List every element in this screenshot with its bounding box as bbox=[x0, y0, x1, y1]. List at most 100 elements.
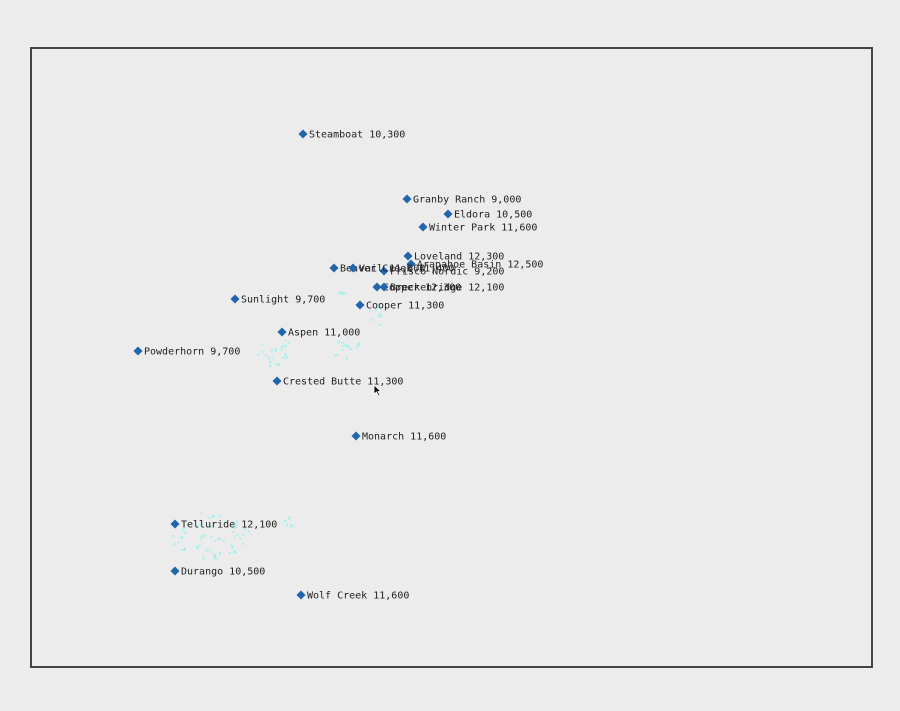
snow-speck bbox=[204, 533, 207, 536]
snow-speck bbox=[341, 291, 343, 294]
snow-speck bbox=[289, 516, 292, 519]
resort-cooper[interactable]: Cooper 11,300 bbox=[355, 300, 444, 312]
resort-name: Durango bbox=[181, 567, 223, 578]
resort-elevation: 9,700 bbox=[204, 347, 240, 358]
snow-speck bbox=[284, 344, 287, 348]
resort-frisco-nordic[interactable]: Frisco Nordic 9,200 bbox=[379, 266, 504, 278]
resort-monarch[interactable]: Monarch 11,600 bbox=[351, 431, 446, 443]
resort-loveland[interactable]: Loveland 12,300 bbox=[403, 251, 504, 263]
resort-elevation: 11,600 bbox=[383, 264, 425, 275]
resort-label: Winter Park 11,600 bbox=[429, 223, 537, 234]
resort-marker-icon[interactable] bbox=[277, 327, 287, 337]
resort-label: Beaver Creek 11,400 bbox=[340, 264, 454, 275]
resort-elevation: 12,500 bbox=[501, 260, 543, 271]
resort-telluride[interactable]: Telluride 12,100 bbox=[170, 519, 277, 531]
snow-speck bbox=[210, 535, 213, 539]
resort-name: Wolf Creek bbox=[307, 591, 367, 602]
snow-speck bbox=[196, 525, 199, 529]
resort-marker-icon[interactable] bbox=[443, 209, 453, 219]
snow-speck bbox=[196, 546, 200, 549]
snow-speck bbox=[202, 556, 205, 560]
resort-steamboat[interactable]: Steamboat 10,300 bbox=[298, 129, 405, 141]
resort-marker-icon[interactable] bbox=[272, 376, 282, 386]
resort-marker-icon[interactable] bbox=[379, 266, 389, 276]
snow-speck bbox=[271, 356, 274, 359]
resort-marker-icon[interactable] bbox=[355, 300, 365, 310]
snow-speck bbox=[285, 356, 288, 360]
resort-marker-icon[interactable] bbox=[379, 282, 389, 292]
resort-map[interactable]: Steamboat 10,300 Granby Ranch 9,000 Eldora… bbox=[32, 49, 871, 666]
resort-label: Frisco Nordic 9,200 bbox=[390, 267, 504, 278]
resort-elevation: 9,000 bbox=[485, 195, 521, 206]
resort-label: Loveland 12,300 bbox=[414, 252, 504, 263]
snow-speck bbox=[261, 343, 264, 347]
resort-name: Crested Butte bbox=[283, 377, 361, 388]
snow-speck bbox=[344, 292, 347, 295]
snow-speck bbox=[345, 357, 348, 360]
resort-vail[interactable]: Vail 11,600 bbox=[348, 263, 425, 275]
resort-marker-icon[interactable] bbox=[403, 251, 413, 261]
snow-speck bbox=[239, 537, 242, 540]
resort-elevation: 11,600 bbox=[495, 223, 537, 234]
snow-speck bbox=[208, 516, 211, 519]
snow-speck bbox=[235, 520, 239, 523]
resort-beaver-creek[interactable]: Beaver Creek 11,400 bbox=[329, 263, 454, 275]
snow-speck bbox=[257, 353, 260, 356]
resort-marker-icon[interactable] bbox=[329, 263, 339, 273]
snow-speck bbox=[209, 525, 213, 528]
resort-marker-icon[interactable] bbox=[230, 294, 240, 304]
resort-marker-icon[interactable] bbox=[170, 566, 180, 576]
snow-speck bbox=[379, 312, 382, 315]
resort-elevation: 11,300 bbox=[402, 301, 444, 312]
resort-powderhorn[interactable]: Powderhorn 9,700 bbox=[133, 346, 240, 358]
snow-speck bbox=[344, 343, 348, 347]
resort-elevation: 12,100 bbox=[462, 283, 504, 294]
resort-granby-ranch[interactable]: Granby Ranch 9,000 bbox=[402, 194, 521, 206]
resort-marker-icon[interactable] bbox=[351, 431, 361, 441]
snow-speck bbox=[288, 517, 290, 520]
snow-speck bbox=[275, 350, 277, 353]
snow-speck bbox=[218, 514, 222, 517]
resort-name: Steamboat bbox=[309, 130, 363, 141]
resort-elevation: 10,500 bbox=[490, 210, 532, 221]
resort-arapahoe-basin[interactable]: Arapahoe Basin 12,500 bbox=[406, 259, 543, 271]
resort-wolf-creek[interactable]: Wolf Creek 11,600 bbox=[296, 590, 409, 602]
snow-speck bbox=[347, 335, 350, 338]
snow-cover-layer bbox=[171, 291, 382, 561]
snow-speck bbox=[265, 354, 268, 357]
resort-marker-icon[interactable] bbox=[133, 346, 143, 356]
snow-speck bbox=[184, 532, 188, 535]
resort-marker-icon[interactable] bbox=[372, 282, 382, 292]
resort-name: Arapahoe Basin bbox=[417, 260, 501, 271]
resort-durango[interactable]: Durango 10,500 bbox=[170, 566, 265, 578]
resort-breckenridge[interactable]: Breckenridge 12,100 bbox=[379, 282, 504, 294]
resort-aspen[interactable]: Aspen 11,000 bbox=[277, 327, 360, 339]
resort-winter-park[interactable]: Winter Park 11,600 bbox=[418, 222, 537, 234]
resort-label: Aspen 11,000 bbox=[288, 328, 360, 339]
snow-speck bbox=[200, 511, 202, 514]
resort-copper[interactable]: Copper 12,300 bbox=[372, 282, 461, 294]
snow-speck bbox=[274, 348, 278, 352]
resort-marker-icon[interactable] bbox=[402, 194, 412, 204]
snow-speck bbox=[173, 543, 177, 546]
resort-marker-icon[interactable] bbox=[298, 129, 308, 139]
resort-label: Sunlight 9,700 bbox=[241, 295, 325, 306]
resort-crested-butte[interactable]: Crested Butte 11,300 bbox=[272, 376, 403, 388]
snow-speck bbox=[376, 303, 380, 306]
snow-speck bbox=[219, 552, 221, 556]
snow-speck bbox=[242, 533, 246, 536]
snow-speck bbox=[284, 352, 287, 355]
resort-name: Aspen bbox=[288, 328, 318, 339]
resort-elevation: 12,300 bbox=[462, 252, 504, 263]
resort-marker-icon[interactable] bbox=[170, 519, 180, 529]
resort-marker-icon[interactable] bbox=[418, 222, 428, 232]
resort-marker-icon[interactable] bbox=[296, 590, 306, 600]
resort-name: Frisco Nordic bbox=[390, 267, 468, 278]
resort-name: Granby Ranch bbox=[413, 195, 485, 206]
resort-marker-icon[interactable] bbox=[406, 259, 416, 269]
map-frame[interactable]: Steamboat 10,300 Granby Ranch 9,000 Eldora… bbox=[30, 47, 873, 668]
resort-eldora[interactable]: Eldora 10,500 bbox=[443, 209, 532, 221]
resort-elevation: 12,100 bbox=[235, 520, 277, 531]
resort-sunlight[interactable]: Sunlight 9,700 bbox=[230, 294, 325, 306]
resort-marker-icon[interactable] bbox=[348, 263, 358, 273]
